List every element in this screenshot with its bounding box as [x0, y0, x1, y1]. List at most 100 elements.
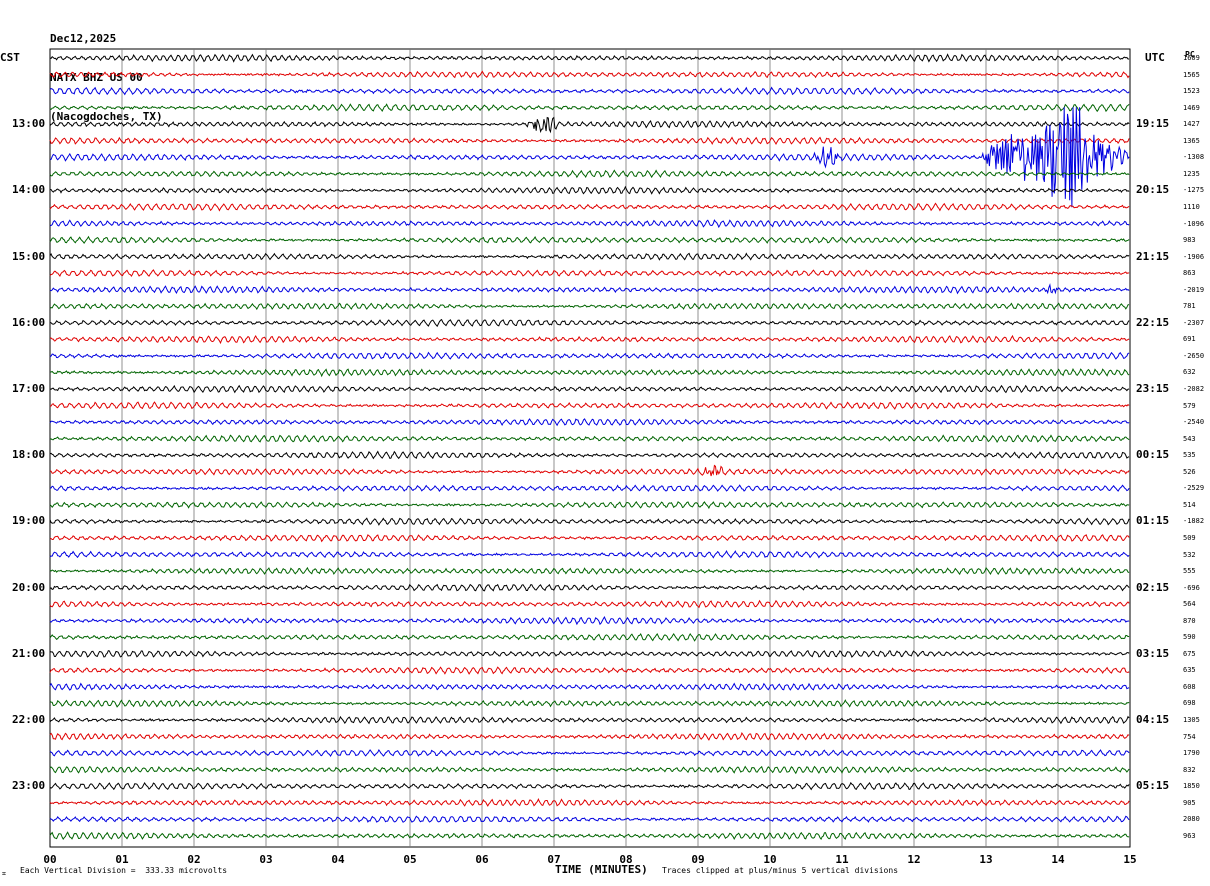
x-tick-label: 07 — [547, 853, 561, 866]
trace-count-label: 1365 — [1183, 136, 1200, 145]
trace-line — [49, 401, 1130, 410]
trace-line — [49, 318, 1130, 328]
trace-count-label: 983 — [1183, 236, 1196, 245]
left-time-label: 23:00 — [12, 779, 46, 793]
trace-line — [49, 749, 1130, 758]
x-tick-label: 05 — [403, 853, 417, 866]
trace-line — [49, 202, 1130, 212]
trace-line — [49, 534, 1130, 543]
trace-count-label: -1308 — [1183, 153, 1205, 162]
trace-count-label: -1882 — [1183, 517, 1205, 526]
trace-line — [49, 169, 1130, 179]
trace-count-label: 1235 — [1183, 169, 1200, 178]
trace-count-label: 590 — [1183, 633, 1196, 642]
trace-line — [49, 831, 1130, 841]
right-time-label: 22:15 — [1136, 315, 1170, 329]
plot-frame — [49, 48, 1131, 848]
left-time-label: 13:00 — [12, 117, 46, 131]
trace-line — [49, 53, 1130, 63]
trace-count-label: 1523 — [1183, 87, 1200, 96]
trace-count-label: 781 — [1183, 302, 1196, 311]
trace-count-label: 532 — [1183, 550, 1196, 559]
plot-grid — [49, 48, 1131, 848]
trace-line — [49, 765, 1130, 775]
division-note: Each Vertical Division = 333.33 microvol… — [20, 866, 228, 875]
plot-header: Dec12,2025 NATX BHZ US 00 (Nacogdoches, … — [50, 6, 163, 136]
right-timezone-label: UTC — [1145, 51, 1165, 64]
trace-count-label: -696 — [1183, 583, 1200, 592]
right-time-label: 20:15 — [1136, 183, 1170, 197]
trace-line — [49, 302, 1130, 311]
x-tick-label: 15 — [1123, 853, 1137, 866]
trace-line — [49, 283, 1130, 295]
x-tick-label: 00 — [43, 853, 57, 866]
trace-count-label: 526 — [1183, 467, 1196, 476]
trace-line — [49, 464, 1130, 477]
left-time-label: 20:00 — [12, 580, 46, 594]
trace-line — [49, 185, 1130, 195]
trace-line — [49, 434, 1130, 443]
trace-line — [49, 599, 1130, 609]
station-label: NATX BHZ US 00 — [50, 71, 143, 84]
x-tick-label: 03 — [259, 853, 273, 866]
trace-line — [49, 699, 1130, 708]
x-axis-label: TIME (MINUTES) — [555, 863, 648, 876]
left-timezone-label: CST — [0, 51, 20, 64]
trace-line — [49, 682, 1130, 691]
right-time-label: 00:15 — [1136, 448, 1170, 462]
trace-line — [49, 566, 1130, 576]
trace-count-label: 1565 — [1183, 70, 1200, 79]
right-time-label: 04:15 — [1136, 713, 1170, 726]
right-time-label: 01:15 — [1136, 514, 1170, 528]
trace-count-label: -2019 — [1183, 285, 1205, 294]
trace-line — [49, 781, 1130, 791]
x-tick-label: 04 — [331, 853, 345, 866]
trace-count-label: 509 — [1183, 533, 1196, 542]
x-tick-label: 01 — [115, 853, 129, 866]
right-time-label: 23:15 — [1136, 382, 1170, 395]
right-time-label: 03:15 — [1136, 646, 1170, 660]
left-time-label: 18:00 — [12, 448, 46, 462]
date-label: Dec12,2025 — [50, 32, 117, 45]
trace-count-label: 555 — [1183, 567, 1196, 576]
trace-count-label: 608 — [1183, 682, 1196, 691]
left-time-label: 17:00 — [12, 382, 46, 395]
trace-count-label: 963 — [1183, 831, 1196, 840]
trace-line — [49, 797, 1130, 807]
trace-count-label: -1096 — [1183, 219, 1205, 228]
x-tick-label: 06 — [475, 853, 489, 866]
trace-count-label: 1110 — [1183, 202, 1200, 211]
x-tick-label: 11 — [835, 853, 849, 866]
trace-line — [49, 86, 1130, 96]
trace-line — [49, 384, 1130, 394]
trace-line — [49, 136, 1130, 146]
trace-count-label: 579 — [1183, 401, 1196, 410]
x-tick-label: 14 — [1051, 853, 1065, 866]
trace-line — [49, 334, 1130, 345]
trace-count-label: 1850 — [1183, 782, 1200, 791]
trace-line — [49, 632, 1130, 642]
trace-count-label: -2529 — [1183, 484, 1205, 493]
trace-line — [49, 418, 1130, 427]
trace-line — [49, 351, 1130, 360]
trace-line — [49, 484, 1130, 492]
trace-line — [49, 269, 1130, 278]
x-tick-label: 08 — [619, 853, 633, 866]
left-time-label: 21:00 — [12, 646, 46, 660]
location-label: (Nacogdoches, TX) — [50, 110, 163, 123]
x-tick-label: 10 — [763, 853, 777, 866]
clip-note: Traces clipped at plus/minus 5 vertical … — [662, 866, 899, 875]
trace-line — [49, 235, 1130, 244]
trace-count-label: 754 — [1183, 732, 1196, 741]
trace-count-label: 870 — [1183, 616, 1196, 625]
trace-count-label: 1469 — [1183, 103, 1200, 112]
trace-line — [49, 450, 1130, 460]
trace-count-label: 2080 — [1183, 815, 1200, 824]
left-time-label: 16:00 — [12, 315, 46, 329]
trace-count-label: -1906 — [1183, 252, 1205, 261]
trace-count-label: -2650 — [1183, 351, 1205, 360]
trace-count-label: 1790 — [1183, 749, 1200, 758]
x-tick-label: 12 — [907, 853, 921, 866]
trace-count-label: 863 — [1183, 269, 1196, 278]
